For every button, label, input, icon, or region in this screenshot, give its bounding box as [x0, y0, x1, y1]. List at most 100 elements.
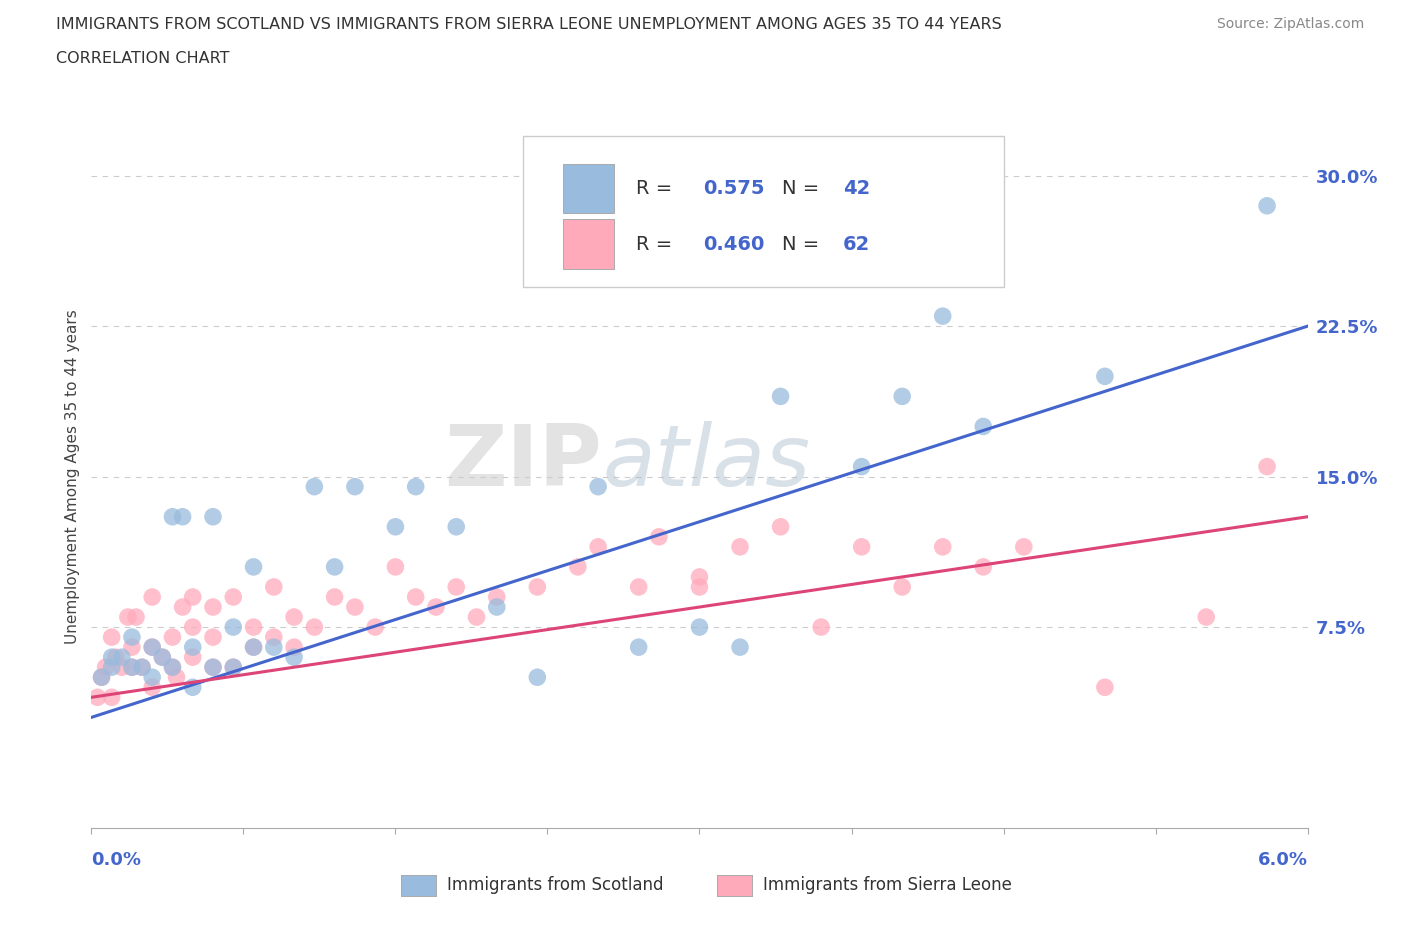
Point	[323, 590, 346, 604]
Point	[100, 690, 122, 705]
Text: IMMIGRANTS FROM SCOTLAND VS IMMIGRANTS FROM SIERRA LEONE UNEMPLOYMENT AMONG AGES: IMMIGRANTS FROM SCOTLAND VS IMMIGRANTS F…	[56, 17, 1002, 32]
Point	[485, 600, 508, 615]
Point	[121, 659, 143, 674]
Point	[111, 659, 134, 674]
Text: R =: R =	[637, 234, 679, 254]
Point	[100, 630, 122, 644]
Point	[627, 640, 650, 655]
Point	[141, 640, 163, 655]
Point	[405, 590, 427, 604]
Point	[222, 659, 245, 674]
Point	[931, 309, 953, 324]
Point	[202, 600, 225, 615]
Point	[181, 650, 204, 665]
Text: N =: N =	[782, 234, 825, 254]
Point	[343, 600, 366, 615]
Point	[141, 640, 163, 655]
Point	[526, 579, 548, 594]
Text: ZIP: ZIP	[444, 421, 602, 504]
Point	[263, 630, 285, 644]
Point	[141, 680, 163, 695]
Point	[1256, 459, 1278, 474]
Text: 6.0%: 6.0%	[1257, 851, 1308, 869]
Point	[162, 630, 184, 644]
Point	[141, 670, 163, 684]
Point	[111, 650, 134, 665]
Point	[485, 590, 508, 604]
Point	[567, 560, 589, 575]
Point	[688, 569, 710, 584]
Point	[86, 690, 108, 705]
Text: CORRELATION CHART: CORRELATION CHART	[56, 51, 229, 66]
Point	[323, 560, 346, 575]
Point	[222, 590, 245, 604]
Text: N =: N =	[782, 179, 825, 198]
Point	[131, 659, 153, 674]
Point	[242, 619, 264, 634]
Point	[202, 630, 225, 644]
Point	[202, 659, 225, 674]
Point	[1094, 680, 1116, 695]
Point	[242, 560, 264, 575]
Point	[972, 560, 994, 575]
Point	[851, 539, 873, 554]
Text: atlas: atlas	[602, 421, 810, 504]
Point	[202, 659, 225, 674]
Point	[688, 579, 710, 594]
Point	[121, 659, 143, 674]
Text: Immigrants from Scotland: Immigrants from Scotland	[447, 876, 664, 895]
Point	[125, 610, 148, 625]
Point	[121, 630, 143, 644]
Point	[1195, 610, 1218, 625]
Point	[384, 560, 406, 575]
Text: Source: ZipAtlas.com: Source: ZipAtlas.com	[1216, 17, 1364, 31]
Bar	[564, 219, 614, 269]
Point	[304, 619, 326, 634]
Point	[263, 579, 285, 594]
Text: 0.575: 0.575	[703, 179, 765, 198]
Point	[283, 650, 305, 665]
Point	[162, 510, 184, 525]
Point	[100, 659, 122, 674]
Point	[405, 479, 427, 494]
Point	[172, 600, 194, 615]
Point	[100, 650, 122, 665]
Text: 42: 42	[844, 179, 870, 198]
Point	[972, 419, 994, 434]
Point	[688, 619, 710, 634]
Point	[90, 670, 112, 684]
Point	[769, 519, 792, 534]
Text: R =: R =	[637, 179, 679, 198]
Point	[931, 539, 953, 554]
Point	[263, 640, 285, 655]
Point	[343, 479, 366, 494]
Point	[181, 619, 204, 634]
Point	[465, 610, 488, 625]
Point	[242, 640, 264, 655]
Point	[384, 519, 406, 534]
Point	[364, 619, 387, 634]
Point	[150, 650, 173, 665]
Point	[172, 510, 194, 525]
Point	[181, 680, 204, 695]
Bar	[564, 164, 614, 213]
Point	[90, 670, 112, 684]
Point	[728, 539, 751, 554]
Point	[222, 659, 245, 674]
Point	[121, 640, 143, 655]
Point	[104, 650, 127, 665]
Point	[166, 670, 188, 684]
Point	[769, 389, 792, 404]
Point	[117, 610, 139, 625]
Point	[851, 459, 873, 474]
Point	[444, 519, 467, 534]
Point	[202, 510, 225, 525]
Text: 0.460: 0.460	[703, 234, 765, 254]
Point	[586, 479, 609, 494]
Point	[283, 640, 305, 655]
Point	[181, 590, 204, 604]
Point	[1256, 198, 1278, 213]
Text: 0.0%: 0.0%	[91, 851, 142, 869]
Point	[810, 619, 832, 634]
Point	[150, 650, 173, 665]
